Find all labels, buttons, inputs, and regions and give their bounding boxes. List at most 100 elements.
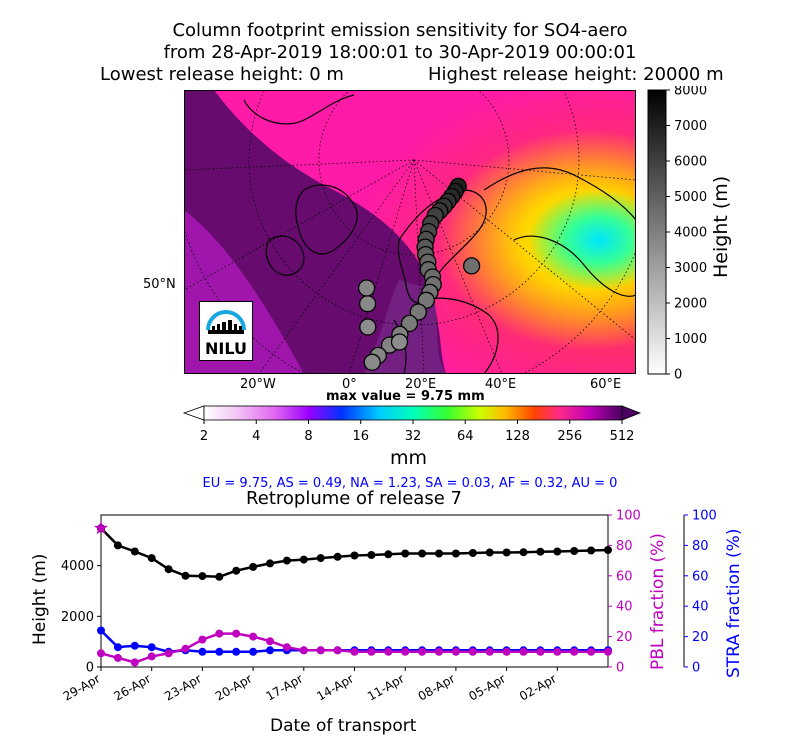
time-axis-tick-label: 05-Apr [466, 671, 508, 703]
lon-label-20e: 20°E [405, 377, 437, 392]
height-axis-tick-label: 0 [86, 661, 94, 676]
pbl-series-point [451, 647, 460, 656]
height-colorbar-tick-label: 2000 [674, 297, 707, 312]
height-series-point [553, 547, 562, 556]
pbl-series-point [401, 647, 410, 656]
time-axis-tick-label: 02-Apr [517, 671, 559, 703]
sensitivity-colorbar-tick-label: 128 [505, 429, 530, 444]
time-axis-tick-label: 11-Apr [365, 671, 407, 703]
pbl-series-point [485, 647, 494, 656]
stra-series-point [249, 647, 258, 656]
stra-series-point [147, 643, 156, 652]
height-series-point [570, 547, 579, 555]
height-series-point [215, 572, 224, 581]
pbl-series-point [502, 647, 511, 656]
pbl-series-point [130, 658, 139, 667]
pbl-series-point [113, 653, 122, 662]
stra-series-point [266, 646, 274, 655]
stra-series-point [113, 643, 122, 652]
nilu-logo: NILU [199, 301, 253, 361]
stra-series-point [198, 647, 207, 656]
stra-series-point [97, 626, 105, 635]
time-axis-tick-label: 29-Apr [61, 671, 103, 703]
retroplume-title: Retroplume of release 7 [246, 488, 462, 509]
height-axis-label: Height (m) [30, 553, 50, 645]
height-series-point [587, 546, 596, 555]
height-series-point [350, 551, 359, 560]
height-series-point [536, 547, 545, 556]
pbl-series-point [215, 629, 224, 638]
height-series-point [299, 555, 308, 564]
stra-series-point [130, 641, 139, 650]
height-colorbar-tick-label: 6000 [674, 155, 707, 170]
stra-axis-tick-label: 40 [692, 600, 709, 615]
height-colorbar-tick-label: 5000 [674, 190, 707, 205]
height-series-point [418, 549, 427, 558]
height-colorbar-tick-label: 8000 [674, 86, 707, 99]
height-axis-tick-label: 2000 [61, 610, 94, 625]
time-axis-tick-label: 26-Apr [111, 671, 153, 703]
sensitivity-colorbar-tick-label: 256 [557, 429, 582, 444]
sensitivity-colorbar-bar [203, 405, 623, 421]
time-axis-tick-label: 08-Apr [416, 671, 458, 703]
sensitivity-colorbar-tick-label: 32 [405, 429, 422, 444]
title-line-1: Column footprint emission sensitivity fo… [172, 20, 628, 41]
pbl-series-point [536, 647, 545, 656]
chart-frame [100, 514, 609, 668]
pbl-series-point [266, 637, 274, 646]
sensitivity-colorbar-tick-label: 4 [252, 429, 260, 444]
height-colorbar-tick-label: 3000 [674, 261, 707, 276]
stra-axis-label: STRA fraction (%) [724, 528, 744, 678]
pbl-axis-tick-label: 40 [616, 600, 633, 615]
height-series-point [435, 549, 443, 558]
colorbar-min-arrow [182, 405, 205, 421]
stra-axis-tick-label: 60 [692, 569, 709, 584]
height-series-point [519, 548, 528, 557]
sensitivity-colorbar-tick-label: 512 [610, 429, 635, 444]
lon-label-0: 0° [342, 377, 357, 392]
height-series-point [604, 546, 612, 554]
release-marker-star [93, 520, 109, 535]
height-series-point [181, 571, 190, 580]
stra-axis-tick-label: 80 [692, 539, 709, 554]
time-axis-tick-label: 23-Apr [162, 671, 204, 703]
title-highest-height: Highest release height: 20000 m [428, 64, 724, 85]
height-colorbar-tick-label: 1000 [674, 332, 707, 347]
trajectory-point [400, 314, 419, 333]
sensitivity-colorbar-tick-label: 16 [352, 429, 369, 444]
sensitivity-colorbar-tick-label: 64 [457, 429, 474, 444]
title-lowest-height: Lowest release height: 0 m [100, 64, 344, 85]
height-series-point [485, 548, 494, 557]
stra-series-point [215, 647, 224, 656]
height-series-point [232, 566, 241, 575]
pbl-axis-tick-label: 0 [616, 661, 624, 676]
height-series-point [451, 549, 460, 558]
pbl-series-point [333, 646, 342, 655]
pbl-series-point [299, 646, 308, 655]
height-colorbar-tick-label: 4000 [674, 226, 707, 241]
max-value-label: max value = 9.75 mm [326, 389, 485, 404]
pbl-series-point [384, 647, 393, 656]
height-series-point [316, 554, 325, 563]
pbl-series-point [468, 647, 477, 656]
trajectory-point [409, 303, 427, 321]
pbl-axis-label: PBL fraction (%) [648, 533, 668, 670]
height-colorbar: 0 1000 2000 3000 4000 5000 6000 7000 8000 [647, 86, 707, 382]
pbl-series-point [367, 647, 376, 656]
pbl-series-point [97, 649, 105, 658]
pbl-axis-tick-label: 60 [616, 569, 633, 584]
pbl-series-point [164, 649, 173, 658]
time-axis-label: Date of transport [270, 716, 417, 736]
pbl-series-point [147, 652, 156, 661]
pbl-series-point [604, 647, 612, 656]
trajectory-point [417, 291, 435, 309]
lon-label-20w: 20°W [240, 377, 276, 392]
height-series-point [384, 550, 393, 559]
pbl-series-point [570, 647, 579, 656]
height-series-point [147, 554, 156, 563]
time-axis-tick-label: 20-Apr [213, 671, 255, 703]
height-series-point [130, 547, 139, 556]
time-axis-tick-label: 14-Apr [314, 671, 356, 703]
pbl-series-point [418, 647, 427, 656]
